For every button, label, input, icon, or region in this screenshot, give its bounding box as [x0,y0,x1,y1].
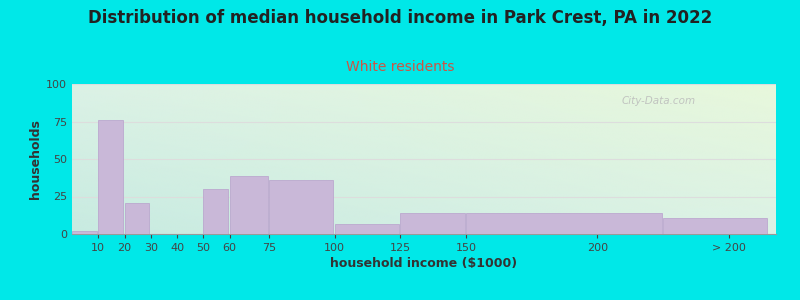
Bar [269,180,334,234]
Bar [203,189,228,234]
Text: Distribution of median household income in Park Crest, PA in 2022: Distribution of median household income … [88,9,712,27]
X-axis label: household income ($1000): household income ($1000) [330,257,518,270]
Text: White residents: White residents [346,60,454,74]
Y-axis label: households: households [29,119,42,199]
Bar [230,176,268,234]
Bar [663,218,767,234]
Bar [98,120,123,234]
Bar [334,224,399,234]
Bar [400,213,465,234]
Bar [72,231,97,234]
Text: City-Data.com: City-Data.com [621,96,695,106]
Bar [466,213,662,234]
Bar [125,202,150,234]
